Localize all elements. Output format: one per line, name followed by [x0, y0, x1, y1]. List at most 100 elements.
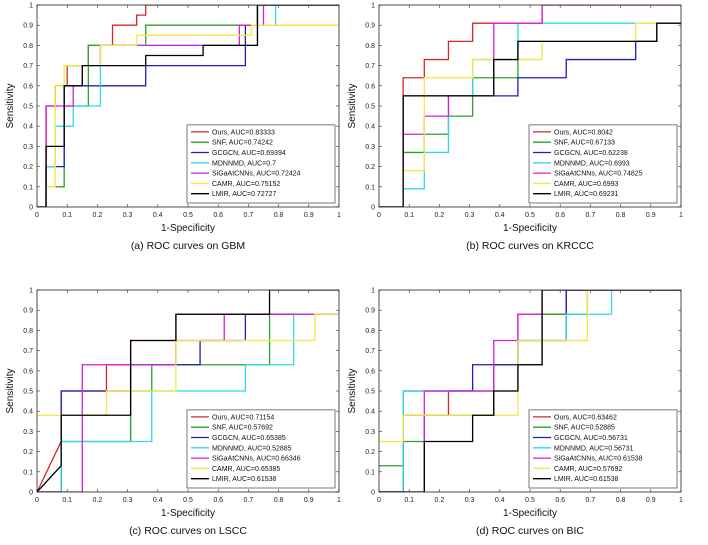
y-tick-label: 1: [371, 3, 375, 10]
y-tick-label: 0.3: [23, 144, 33, 151]
y-tick-label: 0.6: [365, 368, 375, 375]
y-tick-label: 0.5: [365, 104, 375, 111]
x-tick-label: 1: [337, 497, 341, 504]
x-tick-label: 0.6: [555, 497, 565, 504]
y-tick-label: 0.2: [23, 449, 33, 456]
legend-box: [186, 409, 336, 489]
x-tick-label: 0.7: [586, 497, 596, 504]
legend-box: [186, 124, 336, 204]
y-tick-label: 0.6: [365, 83, 375, 90]
y-tick-label: 0.4: [365, 409, 375, 416]
y-tick-label: 0.2: [365, 164, 375, 171]
y-tick-label: 0.3: [365, 429, 375, 436]
y-axis-label: Sensitivity: [347, 83, 358, 128]
y-tick-label: 0: [29, 205, 33, 212]
axes-frame: [36, 289, 340, 493]
y-tick-label: 0.8: [365, 328, 375, 335]
x-tick-label: 0: [35, 497, 39, 504]
y-tick-label: 1: [371, 288, 375, 295]
y-tick-label: 0.3: [365, 144, 375, 151]
roc-line-lmir: [379, 290, 681, 492]
x-tick-label: 0.4: [153, 212, 163, 219]
legend-entry: CAMR, AUC=0.57692: [554, 466, 622, 473]
roc-line-camr: [379, 290, 681, 443]
y-tick-label: 0.5: [23, 104, 33, 111]
roc-line-lmir: [37, 5, 339, 207]
legend-entry: GCGCN, AUC=0.65385: [212, 435, 286, 442]
x-tick-label: 0.1: [404, 497, 414, 504]
y-axis-label: Sensitivity: [5, 368, 16, 413]
x-axis-label: 1-Specificity: [161, 223, 215, 234]
y-tick-label: 0.9: [23, 23, 33, 30]
x-tick-label: 0.2: [435, 497, 445, 504]
y-tick-label: 0.5: [365, 389, 375, 396]
x-tick-label: 1: [679, 497, 683, 504]
y-tick-label: 0.8: [23, 328, 33, 335]
roc-line-mdnnmd: [37, 313, 339, 492]
legend-entry: CAMR, AUC=0.65385: [212, 466, 280, 473]
x-tick-label: 0.3: [123, 212, 133, 219]
x-tick-label: 0.5: [183, 212, 193, 219]
x-tick-label: 0.7: [244, 212, 254, 219]
legend-entry: GCGCN, AUC=0.62238: [554, 150, 628, 157]
legend-entry: GCGCN, AUC=0.56731: [554, 435, 628, 442]
legend: Ours, AUC=0.83333 SNF, AUC=0.74242 GCGCN, …: [186, 124, 336, 204]
legend-entry: Ours, AUC=0.83333: [212, 129, 275, 136]
x-tick-label: 0.8: [616, 212, 626, 219]
legend: Ours, AUC=0.8042 SNF, AUC=0.67133 GCGCN, A…: [528, 124, 678, 204]
y-tick-label: 0: [371, 205, 375, 212]
roc-panel-gbm: 0 0.1 0.2 0.3 0.4 0.5 0.6 0.7 0.8 0.9 1 0 0.1 0.2 0.3 0…: [5, 3, 341, 253]
panel-caption: (d) ROC curves on BIC: [476, 525, 584, 537]
x-tick-label: 0.2: [93, 212, 103, 219]
y-tick-label: 0.7: [23, 348, 33, 355]
legend-entry: SNF, AUC=0.57692: [212, 425, 273, 432]
x-tick-label: 0.2: [93, 497, 103, 504]
legend-entry: SNF, AUC=0.52885: [554, 425, 615, 432]
x-tick-label: 0.6: [213, 497, 223, 504]
roc-panel-krccc: 0 0.1 0.2 0.3 0.4 0.5 0.6 0.7 0.8 0.9 1 0 0.1 0.2 0.3 0…: [347, 3, 683, 253]
x-axis-label: 1-Specificity: [503, 223, 557, 234]
x-tick-label: 0.4: [153, 497, 163, 504]
legend-entry: CAMR, AUC=0.6993: [554, 181, 618, 188]
roc-curves: [379, 290, 681, 492]
x-tick-label: 0.5: [525, 497, 535, 504]
x-tick-label: 0.5: [183, 497, 193, 504]
y-tick-label: 1: [29, 3, 33, 10]
legend-entry: Ours, AUC=0.63462: [554, 414, 617, 421]
y-tick-label: 0.3: [23, 429, 33, 436]
y-tick-label: 0.2: [23, 164, 33, 171]
y-tick-label: 0.8: [23, 43, 33, 50]
legend-entry: SiGaAtCNNs, AUC=0.72424: [212, 171, 301, 178]
legend-entry: MDNNMD, AUC=0.52885: [212, 445, 292, 452]
x-tick-label: 0.8: [274, 497, 284, 504]
y-tick-label: 0.6: [23, 368, 33, 375]
x-tick-label: 0: [377, 497, 381, 504]
y-tick-label: 0.4: [23, 124, 33, 131]
legend-entry: SNF, AUC=0.67133: [554, 140, 615, 147]
roc-curves: [37, 5, 339, 207]
y-tick-label: 0: [29, 490, 33, 497]
panel-caption: (b) ROC curves on KRCCC: [466, 240, 594, 252]
axes-frame: [378, 289, 682, 493]
y-tick-label: 0.2: [365, 449, 375, 456]
legend-entry: LMIR, AUC=0.72727: [212, 191, 277, 198]
y-tick-label: 0.1: [365, 469, 375, 476]
legend-entry: SiGaAtCNNs, AUC=0.61538: [554, 456, 643, 463]
y-tick-label: 0.8: [365, 43, 375, 50]
x-tick-label: 0: [377, 212, 381, 219]
roc-line-lmir: [37, 290, 339, 492]
x-tick-label: 0.3: [123, 497, 133, 504]
legend-entry: MDNNMD, AUC=0.6993: [554, 160, 630, 167]
roc-curves: [37, 290, 339, 492]
legend: Ours, AUC=0.63462 SNF, AUC=0.52885 GCGCN, …: [528, 409, 678, 489]
axes-frame: [378, 4, 682, 208]
legend-entry: SiGaAtCNNs, AUC=0.74825: [554, 171, 643, 178]
x-tick-label: 0.4: [495, 497, 505, 504]
x-tick-label: 0.1: [62, 497, 72, 504]
legend-entry: GCGCN, AUC=0.69394: [212, 150, 286, 157]
x-tick-label: 0.9: [646, 212, 656, 219]
legend-box: [528, 124, 678, 204]
x-tick-label: 0.6: [555, 212, 565, 219]
y-tick-label: 0.6: [23, 83, 33, 90]
y-tick-label: 0.9: [23, 308, 33, 315]
